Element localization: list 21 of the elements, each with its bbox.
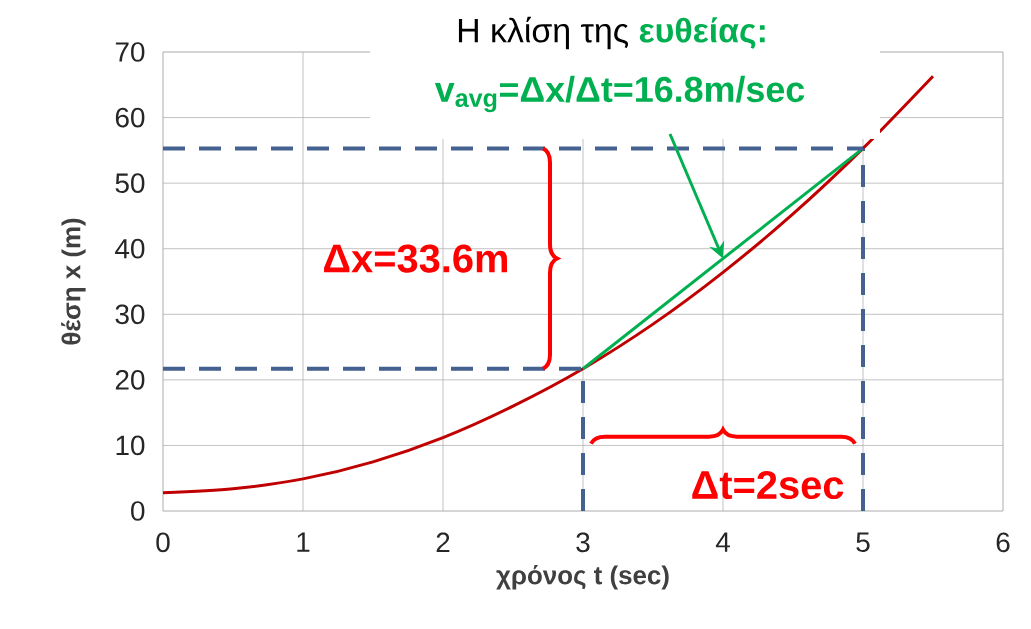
x-tick-label: 4	[715, 532, 730, 552]
y-tick-label: 0	[131, 501, 145, 521]
y-axis-title: θέση x (m)	[61, 218, 86, 345]
annotation: Δt=2sec	[692, 470, 844, 500]
y-tick-label: 30	[115, 304, 145, 325]
y-tick-label: 50	[115, 173, 145, 194]
x-axis-title: χρόνος t (sec)	[496, 565, 669, 590]
x-tick-label: 0	[156, 532, 170, 553]
y-tick-label: 70	[115, 42, 145, 62]
x-tick-label: 6	[996, 532, 1010, 553]
x-tick-label: 1	[297, 532, 310, 552]
x-tick-label: 3	[576, 532, 590, 553]
y-tick-label: 60	[115, 107, 145, 128]
x-tick-label: 2	[436, 532, 450, 552]
chart-title: Η κλίση της ευθείας:	[458, 16, 765, 50]
y-tick-label: 20	[115, 369, 145, 390]
annotation: Δx=33.6m	[324, 244, 507, 273]
y-tick-label: 40	[115, 238, 145, 259]
y-tick-label: 10	[116, 435, 145, 456]
x-tick-label: 5	[856, 532, 870, 552]
text: v$_{avg}$=Δx/Δt=16.8m/sec	[434, 75, 805, 113]
